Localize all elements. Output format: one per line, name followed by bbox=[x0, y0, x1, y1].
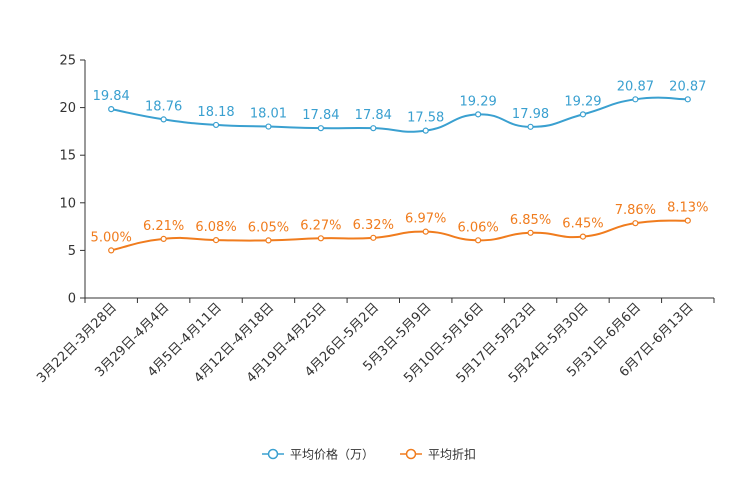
legend-marker-icon bbox=[405, 448, 417, 460]
data-point bbox=[632, 220, 639, 227]
data-point bbox=[422, 127, 429, 134]
data-label: 17.84 bbox=[355, 108, 392, 123]
data-label: 19.29 bbox=[564, 94, 601, 109]
data-point bbox=[684, 217, 691, 224]
data-label: 6.06% bbox=[457, 220, 498, 235]
data-point bbox=[317, 125, 324, 132]
data-label: 17.98 bbox=[512, 107, 549, 122]
y-tick-label: 15 bbox=[59, 149, 76, 164]
legend-label-1: 平均折扣 bbox=[428, 447, 476, 462]
data-point bbox=[108, 247, 115, 254]
data-point bbox=[422, 228, 429, 235]
data-label: 7.86% bbox=[615, 203, 656, 218]
data-label: 18.18 bbox=[197, 105, 234, 120]
data-point bbox=[579, 111, 587, 118]
legend-marker-icon bbox=[267, 448, 279, 460]
data-label: 8.13% bbox=[667, 201, 708, 216]
data-point bbox=[108, 106, 115, 113]
data-point bbox=[527, 229, 534, 236]
data-label: 6.21% bbox=[143, 219, 184, 234]
data-label: 18.01 bbox=[250, 107, 287, 122]
legend-label-0: 平均价格（万） bbox=[290, 447, 374, 462]
data-point bbox=[212, 121, 220, 129]
y-tick-label: 20 bbox=[59, 101, 76, 116]
data-label: 6.45% bbox=[562, 217, 603, 232]
data-label: 6.85% bbox=[510, 213, 551, 228]
data-point bbox=[370, 234, 377, 241]
y-tick-label: 10 bbox=[59, 196, 76, 211]
data-point bbox=[475, 237, 482, 244]
data-point bbox=[579, 233, 587, 240]
data-point bbox=[265, 123, 272, 130]
data-point bbox=[370, 125, 377, 132]
data-label: 19.29 bbox=[460, 94, 497, 109]
data-point bbox=[684, 96, 691, 103]
y-tick-label: 0 bbox=[68, 292, 76, 307]
data-point bbox=[317, 235, 324, 242]
data-point bbox=[632, 96, 639, 103]
data-point bbox=[160, 116, 167, 123]
data-label: 6.32% bbox=[353, 218, 394, 233]
data-label: 17.58 bbox=[407, 111, 444, 126]
data-label: 6.05% bbox=[248, 220, 289, 235]
y-tick-label: 5 bbox=[68, 244, 76, 259]
series-line-1 bbox=[110, 219, 688, 252]
data-label: 6.08% bbox=[195, 220, 236, 235]
data-label: 19.84 bbox=[93, 89, 130, 104]
data-point bbox=[160, 235, 167, 242]
data-point bbox=[212, 237, 220, 244]
data-label: 6.27% bbox=[300, 218, 341, 233]
data-point bbox=[265, 237, 272, 244]
data-label: 18.76 bbox=[145, 99, 182, 114]
data-label: 20.87 bbox=[617, 79, 654, 94]
data-label: 5.00% bbox=[91, 230, 132, 245]
data-point bbox=[527, 123, 534, 130]
data-point bbox=[475, 111, 482, 118]
data-label: 17.84 bbox=[302, 108, 339, 123]
data-label: 20.87 bbox=[669, 79, 706, 94]
y-tick-label: 25 bbox=[59, 54, 76, 69]
data-label: 6.97% bbox=[405, 212, 446, 227]
